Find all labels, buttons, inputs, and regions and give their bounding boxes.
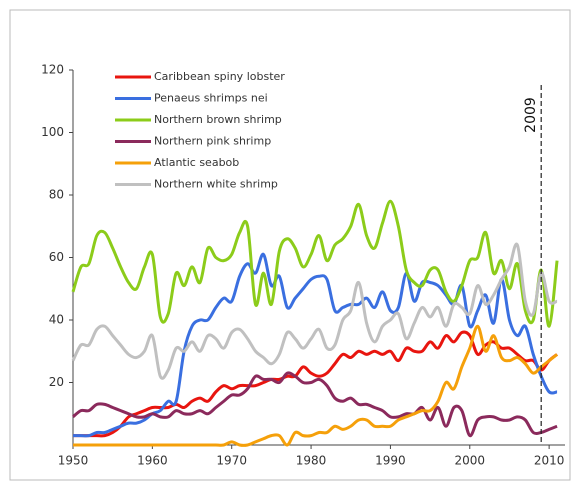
frame [9, 9, 571, 481]
legend-label: Northern brown shrimp [154, 113, 282, 126]
series-line [72, 371, 558, 438]
x-tick-label: 1980 [296, 454, 327, 468]
series-line [71, 242, 558, 380]
x-tick-label: 1990 [375, 454, 406, 468]
y-tick-label: 60 [49, 250, 64, 264]
y-tick-label: 40 [49, 313, 64, 327]
series-line [73, 324, 558, 447]
x-tick-label: 2000 [455, 454, 486, 468]
y-tick-label: 80 [49, 188, 64, 202]
series-line [72, 330, 558, 438]
x-tick-label: 1970 [216, 454, 247, 468]
y-tick-label: 120 [41, 63, 64, 77]
legend-label: Northern pink shrimp [154, 135, 271, 148]
series-line [71, 199, 559, 328]
x-tick-label: 1950 [58, 454, 89, 468]
x-tick-label: 2010 [534, 454, 565, 468]
y-tick-label: 100 [41, 125, 64, 139]
legend-label: Caribbean spiny lobster [154, 70, 285, 83]
annotation-label: 2009 [523, 97, 539, 133]
legend-label: Penaeus shrimps nei [154, 92, 268, 105]
y-tick-label: 20 [49, 375, 64, 389]
legend-label: Atlantic seabob [154, 156, 239, 169]
legend-label: Northern white shrimp [154, 178, 278, 191]
x-tick-label: 1960 [137, 454, 168, 468]
